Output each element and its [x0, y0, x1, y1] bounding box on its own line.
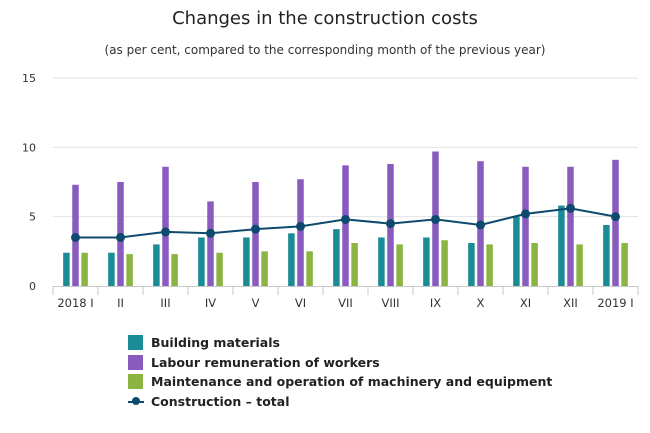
bar: [486, 244, 493, 286]
line-point: [431, 214, 440, 224]
line-point: [341, 214, 350, 224]
line-point: [296, 221, 305, 231]
legend-item-building-materials[interactable]: Building materials: [128, 333, 552, 353]
bar: [378, 237, 385, 286]
line-point: [611, 212, 620, 222]
line-point: [521, 209, 530, 219]
line-point: [251, 224, 260, 234]
bar: [468, 243, 475, 286]
x-tick-label: 2018 I: [57, 296, 93, 310]
y-tick-label: 5: [29, 211, 36, 224]
x-tick-label: 2019 I: [597, 296, 633, 310]
bar: [306, 251, 313, 286]
bar: [351, 243, 358, 286]
legend-item-labour-remuneration[interactable]: Labour remuneration of workers: [128, 353, 552, 373]
bar: [621, 243, 628, 286]
legend: Building materials Labour remuneration o…: [128, 333, 552, 411]
bar: [558, 205, 565, 286]
bar: [441, 240, 448, 286]
bar: [252, 182, 259, 286]
line-point: [386, 219, 395, 229]
x-tick-label: III: [160, 296, 170, 310]
total-line: [71, 203, 620, 242]
bar: [513, 216, 520, 286]
x-tick-label: XI: [520, 296, 531, 310]
bar: [576, 244, 583, 286]
bar: [531, 243, 538, 286]
bar: [333, 229, 340, 286]
legend-label: Maintenance and operation of machinery a…: [151, 374, 553, 390]
x-tick-label: V: [252, 296, 260, 310]
x-axis: [52, 286, 639, 295]
legend-swatch: [128, 354, 143, 370]
bar: [108, 252, 115, 286]
bar: [297, 179, 304, 286]
bar: [63, 252, 70, 286]
bar: [81, 252, 88, 286]
x-tick-label: IX: [430, 296, 441, 310]
line-point: [566, 203, 575, 213]
x-tick-label: VIII: [381, 296, 399, 310]
bar: [198, 237, 205, 286]
line-point: [71, 232, 80, 242]
bar: [288, 233, 295, 286]
legend-item-machinery[interactable]: Maintenance and operation of machinery a…: [128, 372, 552, 392]
line-point: [206, 228, 215, 238]
bar: [567, 166, 574, 286]
bar: [207, 201, 214, 286]
legend-label: Construction – total: [151, 393, 290, 409]
x-tick-label: II: [117, 296, 124, 310]
bar: [126, 254, 133, 286]
y-tick-label: 10: [22, 141, 36, 154]
bar: [162, 166, 169, 286]
x-tick-label: VI: [295, 296, 306, 310]
bar: [171, 254, 178, 286]
legend-label: Building materials: [151, 335, 280, 351]
bar: [153, 244, 160, 286]
y-tick-label: 15: [22, 72, 36, 85]
bar: [396, 244, 403, 286]
bar: [612, 159, 619, 286]
line-point: [476, 220, 485, 230]
legend-swatch: [128, 335, 143, 351]
bar: [261, 251, 268, 286]
bar: [423, 237, 430, 286]
bar: [342, 165, 349, 286]
x-tick-label: IV: [205, 296, 216, 310]
legend-item-construction-total[interactable]: Construction – total: [128, 392, 552, 412]
legend-label: Labour remuneration of workers: [151, 354, 380, 370]
legend-line-swatch: [128, 394, 144, 409]
chart-subtitle: (as per cent, compared to the correspond…: [104, 43, 546, 57]
bar: [522, 166, 529, 286]
bar: [603, 224, 610, 286]
y-tick-label: 0: [29, 280, 36, 293]
x-tick-label: X: [477, 296, 485, 310]
legend-swatch: [128, 374, 143, 390]
x-tick-label: VII: [338, 296, 353, 310]
bar: [216, 252, 223, 286]
chart-title: Changes in the construction costs: [172, 8, 478, 29]
line-point: [116, 232, 125, 242]
x-tick-label: XII: [563, 296, 578, 310]
line-point: [161, 227, 170, 237]
bar: [243, 237, 250, 286]
